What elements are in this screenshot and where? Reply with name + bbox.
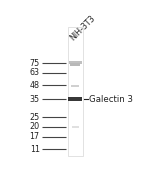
Text: NIH-3T3: NIH-3T3 xyxy=(69,14,98,42)
Text: Galectin 3: Galectin 3 xyxy=(89,95,133,104)
Bar xyxy=(68,27,83,156)
Bar xyxy=(71,85,79,87)
Text: 35: 35 xyxy=(30,95,40,104)
Text: 20: 20 xyxy=(30,122,40,131)
Text: 11: 11 xyxy=(30,145,40,154)
Bar xyxy=(72,126,79,128)
Text: 48: 48 xyxy=(30,81,40,90)
Text: 25: 25 xyxy=(29,113,40,122)
Bar xyxy=(68,97,82,101)
Text: 75: 75 xyxy=(29,59,40,68)
Text: 17: 17 xyxy=(30,132,40,141)
Text: 63: 63 xyxy=(30,68,40,77)
Bar xyxy=(69,61,82,64)
Bar xyxy=(70,63,80,66)
